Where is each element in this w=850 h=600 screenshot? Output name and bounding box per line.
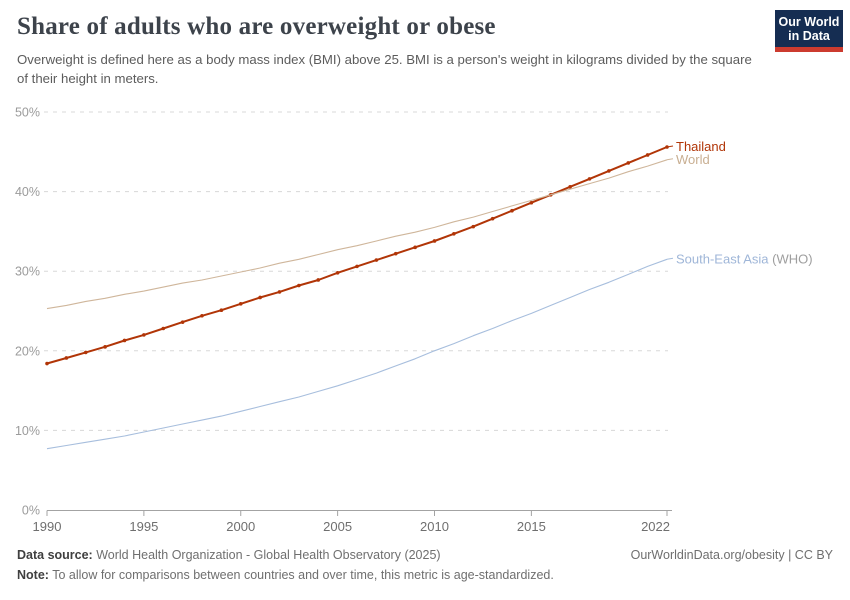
- x-tick-label-2022: 2022: [641, 519, 670, 534]
- data-source-text: World Health Organization - Global Healt…: [92, 548, 441, 562]
- x-tick-label-1995: 1995: [129, 519, 158, 534]
- series-point-thailand: [587, 177, 592, 181]
- series-label-connector-south-east-asia-who: [666, 257, 674, 260]
- series-point-thailand: [529, 200, 534, 205]
- note-line: Note: To allow for comparisons between c…: [17, 565, 833, 585]
- chart-footer: Data source: World Health Organization -…: [17, 545, 833, 585]
- series-point-thailand: [200, 313, 204, 318]
- series-point-thailand: [626, 161, 631, 165]
- series-point-thailand: [142, 333, 146, 337]
- series-point-thailand: [335, 270, 340, 275]
- series-point-thailand: [374, 258, 379, 262]
- series-label-connector-world: [666, 158, 674, 161]
- series-point-thailand: [645, 153, 650, 157]
- y-tick-label-30: 30%: [15, 265, 40, 279]
- owid-logo-line2: in Data: [788, 28, 830, 43]
- series-point-thailand: [122, 338, 127, 343]
- series-point-thailand: [607, 169, 611, 173]
- series-line-thailand[interactable]: [46, 146, 668, 365]
- series-point-thailand: [510, 208, 514, 213]
- series-point-thailand: [432, 239, 437, 243]
- series-label-world[interactable]: World: [676, 152, 710, 167]
- x-tick-label-1990: 1990: [33, 519, 62, 534]
- series-point-thailand: [219, 308, 224, 313]
- series-point-thailand: [393, 251, 398, 256]
- series-point-thailand: [568, 185, 572, 189]
- series-point-thailand: [238, 302, 243, 306]
- series-point-thailand: [258, 295, 262, 300]
- series-label-main: Thailand: [676, 139, 726, 154]
- note-label: Note:: [17, 568, 49, 582]
- series-line-world[interactable]: [46, 159, 668, 310]
- y-tick-label-0: 0%: [22, 504, 40, 518]
- note-text: To allow for comparisons between countri…: [48, 568, 554, 582]
- series-point-thailand: [490, 216, 495, 221]
- y-tick-label-40: 40%: [15, 185, 40, 199]
- series-point-thailand: [161, 326, 166, 331]
- line-chart: 0% 10% 20% 30% 40% 50% 1990 1995 2000 2005 2010 201…: [15, 106, 813, 535]
- series-point-thailand: [413, 245, 417, 250]
- series-point-thailand: [471, 224, 476, 229]
- series-point-thailand: [64, 356, 69, 360]
- series-label-muted: (WHO): [769, 251, 813, 266]
- owid-logo[interactable]: Our World in Data: [775, 10, 843, 52]
- series-label-main: South-East Asia: [676, 251, 769, 266]
- series-point-thailand: [316, 278, 321, 282]
- chart-title: Share of adults who are overweight or ob…: [17, 13, 496, 40]
- y-tick-label-20: 20%: [15, 344, 40, 358]
- series-line-south-east-asia-who[interactable]: [46, 258, 668, 450]
- data-source-label: Data source:: [17, 548, 93, 562]
- chart-header: Share of adults who are overweight or ob…: [17, 13, 767, 88]
- series-point-thailand: [103, 345, 107, 349]
- series-point-thailand: [277, 290, 282, 294]
- series-point-thailand: [452, 231, 456, 236]
- x-tick-label-2000: 2000: [226, 519, 255, 534]
- series-label-main: World: [676, 152, 710, 167]
- x-tick-label-2010: 2010: [420, 519, 449, 534]
- x-tick-label-2015: 2015: [517, 519, 546, 534]
- data-source-line: Data source: World Health Organization -…: [17, 545, 441, 565]
- series-point-thailand: [665, 145, 669, 149]
- y-tick-label-50: 50%: [15, 106, 40, 120]
- owid-logo-line1: Our World: [778, 14, 840, 29]
- x-tick-label-2005: 2005: [323, 519, 352, 534]
- series-label-thailand[interactable]: Thailand: [676, 139, 726, 154]
- series-point-thailand: [355, 264, 359, 269]
- series-point-thailand: [297, 283, 301, 288]
- series-point-thailand: [83, 350, 88, 355]
- y-tick-label-10: 10%: [15, 424, 40, 438]
- series-point-thailand: [45, 361, 49, 366]
- series-point-thailand: [180, 320, 185, 324]
- series-label-south-east-asia-who[interactable]: South-East Asia (WHO): [676, 251, 813, 266]
- license-text[interactable]: OurWorldinData.org/obesity | CC BY: [630, 548, 833, 562]
- chart-subtitle: Overweight is defined here as a body mas…: [17, 52, 752, 86]
